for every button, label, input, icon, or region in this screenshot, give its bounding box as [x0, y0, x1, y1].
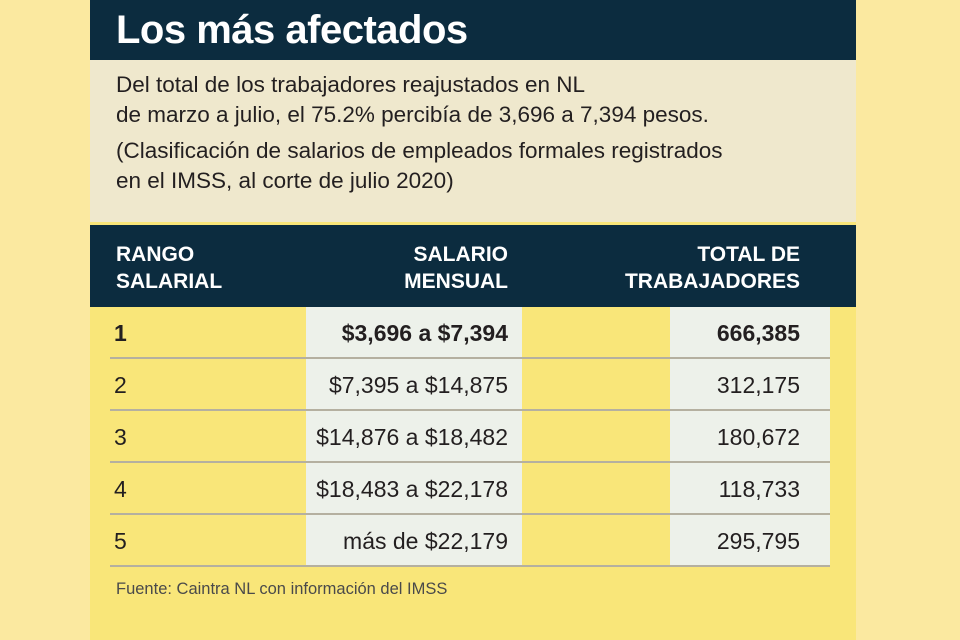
intro-line-1: Del total de los trabajadores reajustado…: [116, 72, 586, 97]
intro-note: (Clasificación de salarios de empleados …: [116, 136, 856, 196]
total-cell: 118,733: [718, 476, 800, 502]
header-salario: SALARIO MENSUAL: [404, 243, 508, 293]
salario-cell: $7,395 a $14,875: [328, 372, 508, 398]
title: Los más afectados: [116, 8, 468, 52]
intro: Del total de los trabajadores reajustado…: [90, 60, 856, 222]
table-row: 5 más de $22,179 295,795: [110, 515, 830, 567]
rango-cell: 1: [114, 320, 127, 346]
rango-cell: 2: [114, 372, 127, 398]
header-rango: RANGO SALARIAL: [116, 243, 223, 293]
total-column-bg: [670, 307, 830, 567]
header-total: TOTAL DE TRABAJADORES: [624, 243, 800, 293]
source-note: Fuente: Caintra NL con información del I…: [116, 580, 448, 598]
salario-cell: más de $22,179: [343, 528, 508, 554]
table-row: 4 $18,483 a $22,178 118,733: [110, 463, 830, 515]
infographic-panel: Los más afectados Del total de los traba…: [90, 0, 856, 640]
total-cell: 666,385: [716, 320, 800, 346]
salario-cell: $3,696 a $7,394: [341, 320, 508, 346]
salario-column-bg: [306, 307, 522, 567]
rango-cell: 5: [114, 528, 127, 554]
title-bar: Los más afectados: [90, 0, 856, 60]
salario-cell: $18,483 a $22,178: [316, 476, 508, 502]
table-header: RANGO SALARIAL SALARIO MENSUAL TOTAL DE TRA…: [90, 225, 856, 307]
intro-line-2: de marzo a julio, el 75.2% percibía de 3…: [116, 102, 709, 127]
note-line-1: (Clasificación de salarios de empleados …: [116, 138, 723, 163]
table-row: 1 $3,696 a $7,394 666,385: [110, 307, 830, 359]
total-cell: 180,672: [716, 424, 800, 450]
salario-cell: $14,876 a $18,482: [316, 424, 508, 450]
total-cell: 295,795: [716, 528, 800, 554]
rango-cell: 3: [114, 424, 127, 450]
total-cell: 312,175: [716, 372, 800, 398]
table-row: 2 $7,395 a $14,875 312,175: [110, 359, 830, 411]
rango-cell: 4: [114, 476, 127, 502]
intro-text: Del total de los trabajadores reajustado…: [116, 70, 856, 130]
table-row: 3 $14,876 a $18,482 180,672: [110, 411, 830, 463]
note-line-2: en el IMSS, al corte de julio 2020): [116, 168, 454, 193]
